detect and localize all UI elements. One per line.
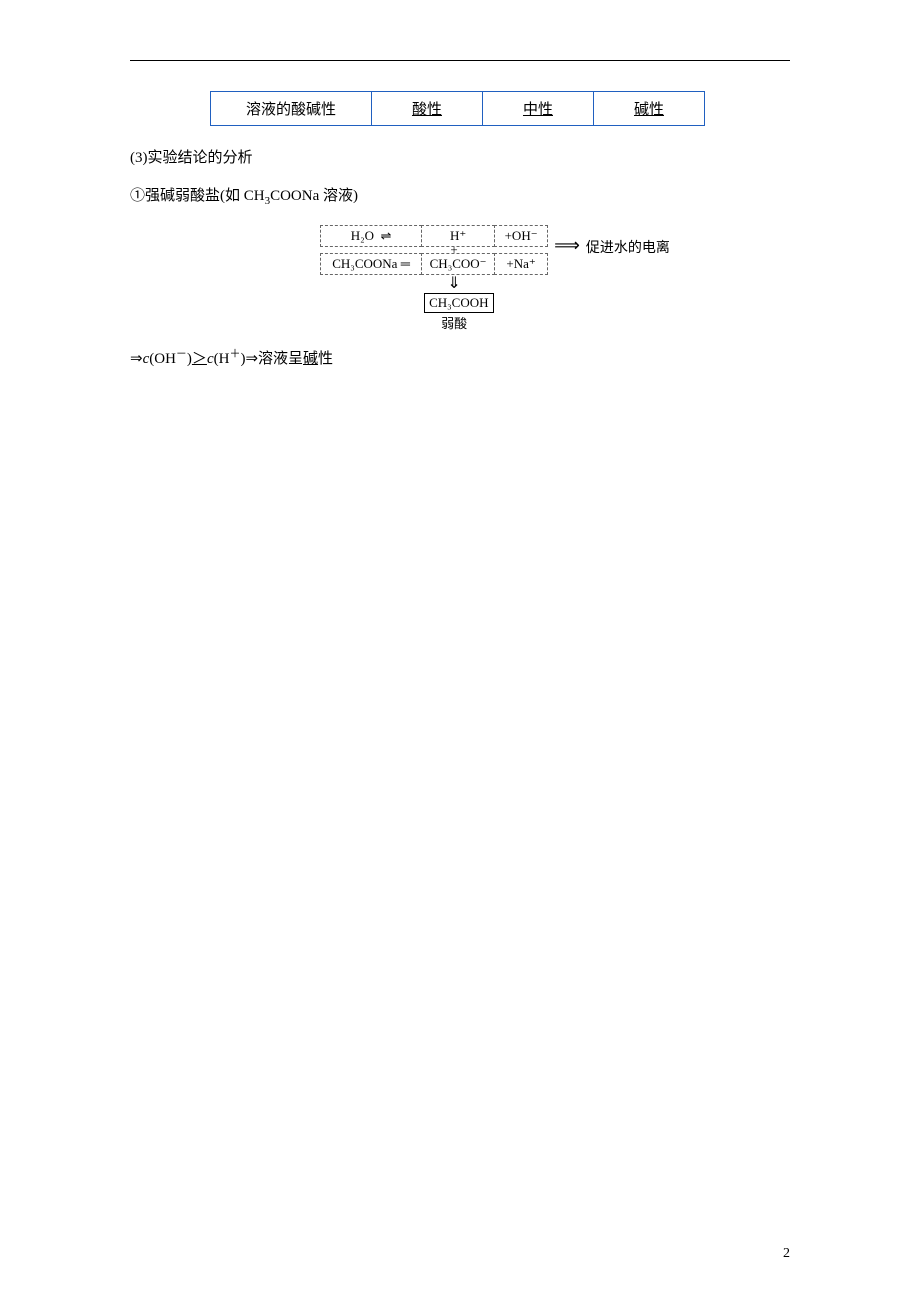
diagram-h2o-box: H₂O ⇌ <box>320 225 422 247</box>
down-arrow-icon: ⇓ <box>424 277 484 291</box>
diagram-ch3coo-box: CH₃COO⁻ <box>421 253 495 275</box>
promote-label: 促进水的电离 <box>586 225 670 257</box>
page-number: 2 <box>783 1246 790 1262</box>
table-cell-neutral: 中性 <box>483 92 594 126</box>
big-arrow-icon: ⟹ <box>554 225 580 256</box>
diagram-hplus-box: H⁺ <box>421 225 495 247</box>
table-row: 溶液的酸碱性 酸性 中性 碱性 <box>211 92 705 126</box>
table-label-cell: 溶液的酸碱性 <box>211 92 372 126</box>
header-rule <box>130 60 790 61</box>
acidity-table: 溶液的酸碱性 酸性 中性 碱性 <box>210 91 705 126</box>
subsection-1: ①强碱弱酸盐(如 CH3COONa 溶液) <box>130 184 790 211</box>
ionization-diagram: H₂O ⇌ H⁺ +OH⁻ + CH₃COONa ═ CH₃COO⁻ +Na⁺ … <box>200 225 790 332</box>
conclusion-line: ⇒c(OH－)＞c(H＋)⇒溶液呈碱性 <box>130 346 790 371</box>
diagram-ch3cooh-box: CH₃COOH <box>424 293 493 313</box>
table-cell-base: 碱性 <box>594 92 705 126</box>
diagram-oh-box: +OH⁻ <box>494 225 548 247</box>
diagram-ch3coona-box: CH₃COONa ═ <box>320 253 422 275</box>
table-cell-acid: 酸性 <box>372 92 483 126</box>
section-heading: (3)实验结论的分析 <box>130 146 790 170</box>
weak-acid-label: 弱酸 <box>424 313 484 332</box>
diagram-na-box: +Na⁺ <box>494 253 548 275</box>
